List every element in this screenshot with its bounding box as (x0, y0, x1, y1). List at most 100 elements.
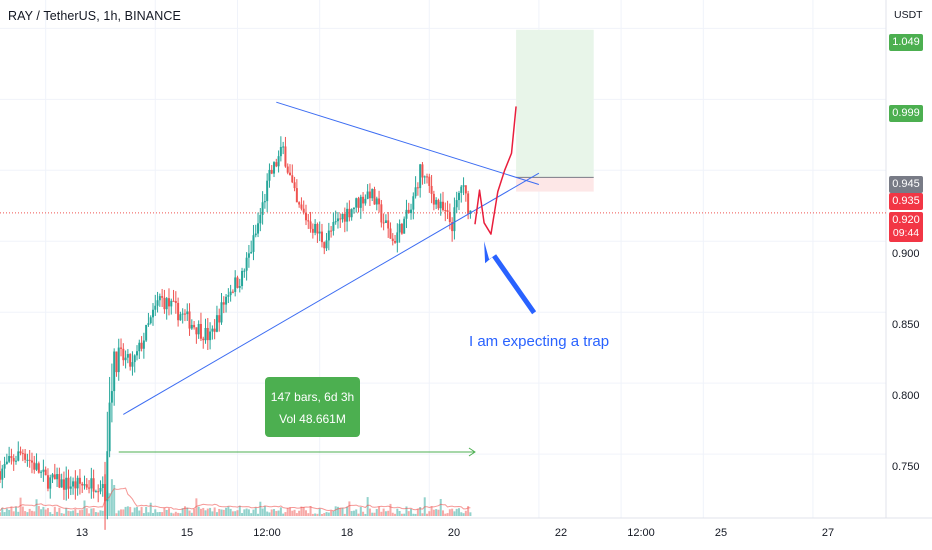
volume-bar (380, 511, 383, 516)
volume-bar (81, 509, 84, 516)
candle-body (462, 185, 465, 187)
candle-body (97, 491, 100, 493)
x-tick-label: 20 (447, 527, 461, 539)
volume-bar (225, 507, 228, 516)
candle-body (257, 223, 260, 234)
volume-bar (188, 510, 191, 516)
x-tick-label: 13 (75, 527, 89, 539)
candle-body (464, 185, 467, 194)
candle-body (378, 198, 381, 205)
candle-body (35, 463, 38, 470)
candle-body (161, 296, 164, 298)
volume-bar (247, 509, 250, 516)
volume-bar (355, 509, 358, 516)
candle-body (293, 182, 296, 189)
volume-bar (69, 511, 72, 516)
candle-body (426, 176, 429, 178)
candle-body (451, 222, 454, 232)
volume-bar (275, 511, 278, 516)
candle-body (298, 202, 301, 205)
volume-bar (268, 512, 271, 516)
candle-body (129, 354, 132, 367)
volume-bar (106, 491, 109, 516)
candle-body (282, 146, 285, 148)
volume-bar (209, 507, 212, 516)
candle-body (263, 201, 266, 203)
candle-body (325, 240, 328, 249)
volume-bar (462, 513, 465, 516)
volume-bar (17, 511, 20, 516)
volume-bar (67, 510, 70, 516)
x-tick-label: 22 (554, 527, 568, 539)
price-badge-target: 1.049 (889, 34, 923, 51)
candle-body (0, 471, 1, 480)
volume-bar (259, 501, 262, 516)
volume-bar (12, 511, 15, 516)
volume-bar (325, 512, 328, 516)
volume-bar (289, 507, 292, 516)
volume-bar (90, 508, 93, 516)
volume-bar (426, 513, 429, 516)
volume-bar (448, 509, 451, 516)
candle-body (270, 169, 273, 174)
candle-body (419, 164, 422, 189)
candle-body (215, 315, 218, 332)
candle-body (400, 223, 403, 234)
y-tick-label: 0.850 (892, 319, 920, 331)
volume-bar (28, 508, 31, 516)
volume-bar (122, 509, 125, 516)
candle-body (320, 231, 323, 243)
volume-bar (405, 506, 408, 516)
candle-body (304, 212, 307, 221)
volume-bar (183, 506, 186, 516)
volume-bar (339, 508, 342, 516)
candle-body (318, 231, 321, 234)
candle-body (387, 220, 390, 229)
volume-bar (304, 510, 307, 516)
trendline-upper (276, 101, 540, 185)
candle-body (250, 251, 253, 254)
candle-body (362, 196, 365, 204)
candle-body (327, 230, 330, 241)
candle-body (33, 462, 36, 470)
candle-body (149, 317, 152, 324)
volume-bar (368, 508, 371, 516)
candle-body (241, 270, 244, 287)
candle-body (467, 193, 470, 214)
volume-bar (1, 507, 4, 516)
candle-body (165, 298, 168, 310)
volume-bar (213, 507, 216, 516)
candle-body (231, 291, 234, 293)
volume-bar (167, 508, 170, 516)
candle-body (243, 270, 246, 272)
volume-bar (467, 506, 470, 516)
candle-body (92, 478, 95, 492)
volume-bar (229, 508, 232, 516)
projection-path (474, 106, 517, 235)
volume-bar (10, 506, 13, 516)
volume-bar (371, 512, 374, 516)
candle-body (266, 180, 269, 202)
candle-body (412, 196, 415, 210)
candle-body (423, 176, 426, 178)
candle-body (101, 484, 104, 488)
candle-body (76, 477, 79, 489)
volume-bar (416, 509, 419, 516)
x-tick-label: 25 (714, 527, 728, 539)
volume-bar (74, 508, 77, 516)
volume-bar (394, 513, 397, 516)
volume-bar (254, 507, 257, 516)
volume-bar (348, 501, 351, 516)
volume-bar (195, 498, 198, 516)
volume-bar (88, 513, 91, 516)
candle-body (69, 486, 72, 489)
volume-ma-line (0, 487, 471, 512)
volume-bar (352, 510, 355, 516)
volume-bar (49, 512, 52, 516)
volume-bar (24, 511, 27, 516)
candle-body (359, 196, 362, 208)
volume-bar (115, 513, 118, 516)
target-zone (516, 29, 594, 178)
